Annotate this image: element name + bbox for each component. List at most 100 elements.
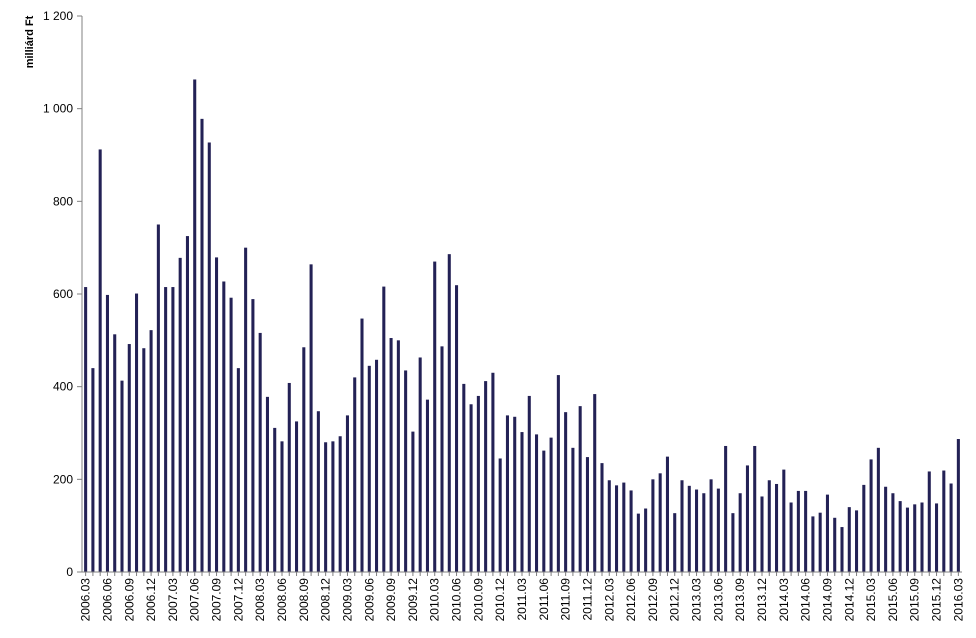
bar-2006.04 <box>91 368 95 572</box>
x-tick-label: 2008.09 <box>297 578 311 622</box>
bar-2006.12 <box>149 330 153 572</box>
bar-2008.03 <box>258 332 262 572</box>
bar-2015.10 <box>920 502 924 572</box>
y-tick-label: 200 <box>53 472 73 486</box>
bar-2010.03 <box>433 261 437 572</box>
x-tick-label: 2010.03 <box>428 578 442 622</box>
y-tick-label: 0 <box>66 565 73 579</box>
bar-2009.06 <box>367 365 371 572</box>
x-tick-label: 2006.12 <box>144 578 158 622</box>
bar-2013.10 <box>745 465 749 572</box>
bar-2007.10 <box>222 281 226 572</box>
x-tick-label: 2009.09 <box>384 578 398 622</box>
x-tick-label: 2011.03 <box>515 578 529 621</box>
bar-2010.05 <box>447 254 451 572</box>
bar-2010.07 <box>462 383 466 572</box>
bar-2013.07 <box>724 445 728 572</box>
y-tick-label: 600 <box>53 287 73 301</box>
bar-2009.02 <box>338 436 342 572</box>
bar-2014.08 <box>818 512 822 572</box>
bar-2006.11 <box>142 348 146 572</box>
bar-2011.10 <box>571 447 575 572</box>
bar-2012.07 <box>636 513 640 572</box>
bar-2006.10 <box>135 293 139 572</box>
bar-2007.04 <box>178 257 182 572</box>
x-tick-label: 2010.06 <box>450 578 464 622</box>
bar-2014.06 <box>804 490 808 572</box>
bar-2012.08 <box>644 508 648 572</box>
bar-2011.03 <box>520 432 524 572</box>
x-tick-label: 2007.03 <box>166 578 180 622</box>
bar-2007.06 <box>193 79 197 572</box>
bar-2013.09 <box>738 493 742 572</box>
bar-2011.02 <box>513 416 517 572</box>
bar-2008.06 <box>280 441 284 572</box>
bar-2013.04 <box>702 493 706 572</box>
bar-2015.06 <box>891 493 895 572</box>
bar-2011.12 <box>585 457 589 572</box>
x-tick-label: 2008.03 <box>253 578 267 622</box>
bar-2013.05 <box>709 479 713 572</box>
x-tick-label: 2015.03 <box>864 578 878 622</box>
bar-2008.08 <box>295 421 299 572</box>
x-tick-label: 2011.09 <box>559 578 573 621</box>
bar-2013.01 <box>680 480 684 572</box>
x-tick-label: 2012.06 <box>624 578 638 622</box>
x-tick-label: 2011.12 <box>580 578 594 621</box>
bar-2008.05 <box>273 427 277 572</box>
bar-2007.03 <box>171 287 175 572</box>
bar-2012.03 <box>607 480 611 572</box>
bar-2010.08 <box>469 404 473 572</box>
bar-2015.01 <box>855 510 859 572</box>
x-tick-label: 2010.12 <box>493 578 507 622</box>
bar-2013.02 <box>687 485 691 572</box>
bar-2015.07 <box>898 501 902 572</box>
bar-2007.08 <box>207 142 211 573</box>
y-axis-label: milliárd Ft <box>24 15 36 68</box>
bar-2006.06 <box>105 294 109 572</box>
bar-2011.11 <box>578 406 582 572</box>
bar-2009.11 <box>404 370 408 572</box>
bar-2011.05 <box>535 434 539 572</box>
x-tick-label: 2009.03 <box>340 578 354 622</box>
bar-2014.12 <box>847 507 851 572</box>
bar-2012.01 <box>593 394 597 572</box>
bar-2009.10 <box>396 340 400 572</box>
x-tick-label: 2016.03 <box>951 578 965 622</box>
bar-2015.05 <box>884 486 888 572</box>
bar-2006.09 <box>127 344 131 572</box>
bar-2009.09 <box>389 338 393 572</box>
bar-2008.12 <box>324 442 328 572</box>
bar-2009.08 <box>382 286 386 572</box>
y-tick-label: 1 000 <box>43 102 73 116</box>
bar-2008.11 <box>316 411 320 572</box>
x-tick-label: 2006.03 <box>79 578 93 622</box>
bar-2012.02 <box>600 463 604 572</box>
x-tick-label: 2011.06 <box>537 578 551 621</box>
bar-2007.11 <box>229 297 233 572</box>
x-tick-label: 2008.12 <box>319 578 333 622</box>
bar-2014.07 <box>811 516 815 572</box>
bar-2012.11 <box>665 456 669 572</box>
bar-2014.10 <box>833 517 837 572</box>
bar-2010.09 <box>476 395 480 572</box>
x-tick-label: 2014.03 <box>777 578 791 622</box>
bar-2009.07 <box>375 359 379 572</box>
bar-2010.02 <box>425 399 429 572</box>
bar-2010.11 <box>491 372 495 572</box>
bar-2006.03 <box>84 287 88 572</box>
bar-2011.09 <box>564 412 568 572</box>
bar-2011.01 <box>505 415 509 572</box>
bar-2007.01 <box>156 224 160 572</box>
x-tick-label: 2009.06 <box>362 578 376 622</box>
x-tick-label: 2006.09 <box>122 578 136 622</box>
x-tick-label: 2007.12 <box>231 578 245 622</box>
bar-2009.12 <box>411 431 415 572</box>
x-axis-ticks: 2006.03 2006.06 2006.09 2006.12 2007.03 2007.… <box>79 572 965 622</box>
x-tick-label: 2014.09 <box>820 578 834 622</box>
bar-2014.09 <box>825 494 829 572</box>
bar-2011.04 <box>527 395 531 572</box>
y-tick-label: 400 <box>53 380 73 394</box>
x-tick-label: 2007.06 <box>188 578 202 622</box>
